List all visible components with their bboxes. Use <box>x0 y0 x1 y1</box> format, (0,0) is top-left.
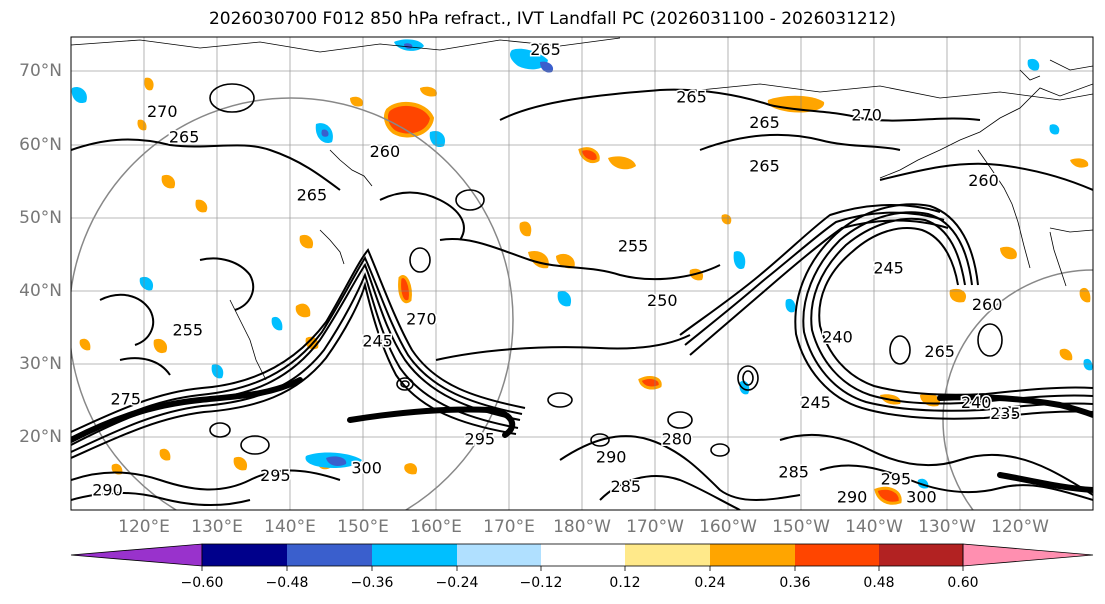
contour-label: 270 <box>406 309 437 328</box>
contour-label: 265 <box>297 186 328 205</box>
contour-label: 270 <box>147 102 178 121</box>
colorbar-bin <box>541 544 625 566</box>
colorbar-tick-label: −0.12 <box>519 575 563 591</box>
closed-contours <box>209 83 1003 457</box>
colorbar-tick-label: −0.60 <box>180 575 224 591</box>
lat-label: 40°N <box>19 281 62 301</box>
colorbar-bin <box>372 544 457 566</box>
contour-label: 265 <box>924 342 955 361</box>
colorbar <box>70 543 1094 571</box>
colorbar-tick-label: −0.36 <box>350 575 394 591</box>
lon-label: 140°E <box>264 517 316 537</box>
lon-label: 150°W <box>772 517 830 537</box>
contour-label: 250 <box>647 291 678 310</box>
lon-label: 120°W <box>991 517 1049 537</box>
contour-label: 280 <box>662 430 693 449</box>
contour-label: 255 <box>618 237 649 256</box>
lat-label: 30°N <box>19 354 62 374</box>
colorbar-low-extension <box>70 543 203 567</box>
lon-label: 130°W <box>918 517 976 537</box>
coastlines <box>71 37 1093 381</box>
contour-label: 285 <box>778 462 809 481</box>
colorbar-bin <box>457 544 541 566</box>
colorbar-high-extension <box>962 543 1094 567</box>
colorbar-bin <box>879 544 963 566</box>
lat-label: 50°N <box>19 208 62 228</box>
contour-label: 240 <box>961 393 992 412</box>
contour-label: 300 <box>351 459 382 478</box>
contour-label: 240 <box>822 328 853 347</box>
contour-label: 255 <box>173 320 204 339</box>
colorbar-bin <box>710 544 795 566</box>
contour-label: 245 <box>800 393 831 412</box>
colorbar-tick-label: −0.48 <box>265 575 309 591</box>
contour-label: 295 <box>881 470 912 489</box>
colorbar-tick-label: 0.48 <box>863 575 895 591</box>
lat-lon-grid <box>71 37 1093 510</box>
lon-label: 160°W <box>699 517 757 537</box>
map-frame <box>70 36 1094 511</box>
contour-label: 290 <box>92 480 123 499</box>
colorbar-tick-label: 0.60 <box>947 575 979 591</box>
contour-label: 235 <box>990 404 1021 423</box>
contour-label: 290 <box>837 488 868 507</box>
contour-label: 265 <box>749 157 780 176</box>
colorbar-bin <box>795 544 879 566</box>
contour-label: 295 <box>465 430 496 449</box>
lon-label: 170°W <box>626 517 684 537</box>
lon-label: 150°E <box>337 517 389 537</box>
contour-label: 260 <box>972 295 1003 314</box>
lon-label: 170°E <box>483 517 535 537</box>
lon-label: 180°W <box>553 517 611 537</box>
contour-label: 265 <box>169 128 200 147</box>
colorbar-bin <box>625 544 710 566</box>
refractivity-contours <box>71 88 1093 510</box>
colorbar-tick-label: 0.12 <box>609 575 641 591</box>
colorbar-tick-label: −0.24 <box>435 575 479 591</box>
contour-label: 285 <box>611 477 642 496</box>
contour-label: 265 <box>749 113 780 132</box>
contour-label: 275 <box>110 389 141 408</box>
colorbar-tick-label: 0.36 <box>779 575 811 591</box>
lon-label: 140°W <box>845 517 903 537</box>
range-circles <box>71 97 1093 510</box>
lat-label: 60°N <box>19 135 62 155</box>
lat-label: 20°N <box>19 427 62 447</box>
ivt-band <box>71 377 1093 493</box>
contour-label: 245 <box>873 259 904 278</box>
contour-label: 290 <box>596 448 627 467</box>
contour-label: 265 <box>530 40 561 59</box>
colorbar-bin <box>287 544 372 566</box>
contour-label: 300 <box>906 488 937 507</box>
colorbar-bin <box>202 544 287 566</box>
contour-label: 265 <box>676 87 707 106</box>
colorbar-tick-label: 0.24 <box>694 575 726 591</box>
lon-label: 130°E <box>191 517 243 537</box>
contour-label: 270 <box>851 106 882 125</box>
contour-label: 245 <box>362 331 393 350</box>
contour-label: 260 <box>968 171 999 190</box>
lon-label: 160°E <box>410 517 462 537</box>
contour-label: 260 <box>370 142 401 161</box>
map-title: 2026030700 F012 850 hPa refract., IVT La… <box>208 9 896 29</box>
contour-labels: 265 270 265 265 260 265 265 270 260 265 245 240 265 2… <box>91 39 1022 509</box>
lat-label: 70°N <box>19 61 62 81</box>
contour-label: 295 <box>260 466 291 485</box>
lon-label: 120°E <box>118 517 170 537</box>
